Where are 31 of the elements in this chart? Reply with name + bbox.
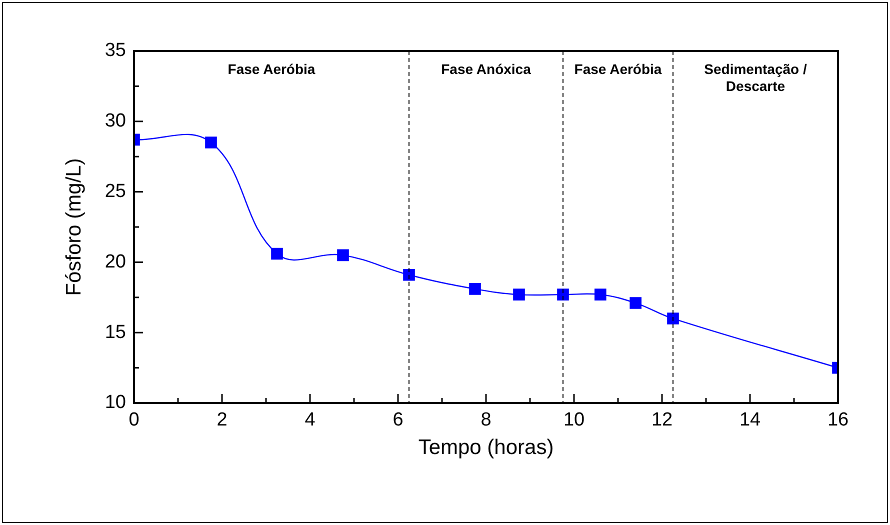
point (557, 288, 569, 300)
point (205, 136, 217, 148)
y-tick-label: 25 (104, 181, 126, 202)
y-tick-label: 30 (104, 110, 126, 132)
x-tick-label: 6 (392, 410, 404, 431)
point (271, 248, 283, 260)
y-tick-label: 10 (104, 392, 126, 414)
x-tick-label: 0 (128, 410, 140, 431)
y-tick-label: 20 (104, 251, 126, 272)
y-axis-title: Fósforo (mg/L) (62, 158, 86, 296)
point (667, 312, 679, 324)
x-axis-title: Tempo (horas) (418, 436, 554, 460)
y-tick-label: 15 (104, 322, 126, 343)
x-tick-label: 4 (304, 410, 316, 431)
point (337, 249, 349, 262)
y-tick-label: 35 (104, 40, 126, 62)
point (403, 268, 415, 281)
annotation: Sedimentação / Descarte (704, 60, 807, 94)
annotation: Fase Anóxica (441, 60, 532, 77)
point (594, 288, 606, 300)
x-tick-label: 10 (563, 410, 585, 431)
x-tick-label: 12 (651, 410, 673, 431)
annotation: Fase Aeróbia (574, 60, 662, 77)
point (630, 297, 642, 309)
point (469, 283, 481, 295)
point (513, 288, 525, 300)
x-tick-label: 14 (739, 410, 761, 431)
annotation: Fase Aeróbia (228, 60, 316, 77)
x-tick-label: 16 (827, 410, 849, 431)
x-tick-label: 2 (216, 410, 228, 431)
x-tick-label: 8 (480, 410, 492, 431)
